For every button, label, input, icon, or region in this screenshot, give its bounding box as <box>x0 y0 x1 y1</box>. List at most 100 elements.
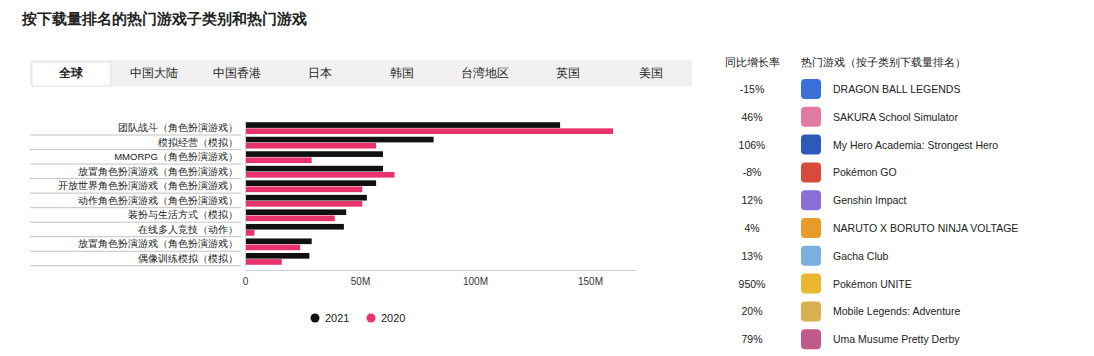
game-icon <box>801 329 821 349</box>
tab[interactable]: 台湾地区 <box>461 66 509 80</box>
x-tick: 50M <box>351 270 370 287</box>
x-tick: 0 <box>243 270 249 287</box>
bar <box>245 172 395 178</box>
bar <box>245 143 376 149</box>
growth-rate: 4% <box>744 222 759 234</box>
table-header: 同比增长率 <box>725 56 780 68</box>
x-axis: 0 50M 100M 150M <box>243 270 637 287</box>
game-name: DRAGON BALL LEGENDS <box>833 83 960 95</box>
y-tick-label: MMORPG（角色扮演游戏） <box>114 151 238 162</box>
tab-selected <box>32 62 111 86</box>
table-header: 热门游戏（按子类别下载量排名） <box>801 56 966 68</box>
legend: 20212020 <box>311 312 406 324</box>
y-tick-label: 偶像训练模拟（模拟） <box>138 253 238 264</box>
game-name: Uma Musume Pretty Derby <box>833 333 960 345</box>
game-icon <box>801 107 821 127</box>
page: 按下载量排名的热门游戏子类别和热门游戏全球 中国大陆 中国香港 日本 韩国 台湾地区 英国 美… <box>0 0 1094 356</box>
game-icon <box>801 79 821 99</box>
game-icon <box>801 246 821 266</box>
x-tick-label: 50M <box>351 276 370 287</box>
tab[interactable]: 美国 <box>639 66 663 80</box>
bars <box>245 122 613 265</box>
separator <box>30 207 241 208</box>
x-axis-line <box>246 270 637 271</box>
y-tick-label: 动作角色扮演游戏（角色扮演游戏） <box>78 195 238 206</box>
label-separators <box>30 135 241 266</box>
separator <box>30 135 241 136</box>
bar <box>245 186 362 192</box>
separator <box>30 222 241 223</box>
bar <box>245 238 312 244</box>
growth-rate: 20% <box>741 305 762 317</box>
bar <box>245 230 254 236</box>
y-tick-label: 团队战斗（角色扮演游戏） <box>118 122 238 133</box>
tab[interactable]: 韩国 <box>390 66 414 80</box>
bar <box>245 209 346 215</box>
y-tick-label: 开放世界角色扮演游戏（角色扮演游戏） <box>58 180 238 191</box>
x-tick-label: 100M <box>463 276 488 287</box>
bar <box>245 128 613 134</box>
chart-title: 按下载量排名的热门游戏子类别和热门游戏 <box>21 10 307 27</box>
y-axis-line <box>245 122 246 267</box>
game-icon <box>801 135 821 155</box>
bar <box>245 180 376 186</box>
game-icon <box>801 301 821 321</box>
separator <box>30 193 241 194</box>
legend-label: 2021 <box>325 312 349 324</box>
tab-bar <box>30 60 692 86</box>
y-tick: 开放世界角色扮演游戏（角色扮演游戏） <box>58 180 245 191</box>
separator <box>30 251 241 252</box>
legend-swatch <box>367 314 376 323</box>
y-tick: 模拟经营（模拟） <box>158 137 245 148</box>
tab[interactable]: 日本 <box>308 66 332 80</box>
game-name: Genshin Impact <box>833 194 907 206</box>
game-icon <box>801 162 821 182</box>
bar <box>245 216 335 222</box>
y-tick-label: 在线多人竞技（动作） <box>138 224 238 235</box>
tab[interactable]: 英国 <box>556 66 580 80</box>
tab[interactable]: 中国大陆 <box>130 66 178 80</box>
y-tick-label: 模拟经营（模拟） <box>158 137 238 148</box>
growth-rate: 950% <box>739 278 766 290</box>
game-name: Pokémon UNITE <box>833 278 912 290</box>
growth-rate: 12% <box>741 194 762 206</box>
game-name: My Hero Academia: Strongest Hero <box>833 139 998 151</box>
game-name: Mobile Legends: Adventure <box>833 305 960 317</box>
y-tick: 放置角色扮演游戏（角色扮演游戏） <box>78 238 245 249</box>
game-icon <box>801 190 821 210</box>
bar <box>245 166 383 172</box>
game-icon <box>801 218 821 238</box>
games-table: 同比增长率热门游戏（按子类别下载量排名）-15%DRAGON BALL LEGE… <box>725 56 1019 349</box>
game-name: NARUTO X BORUTO NINJA VOLTAGE <box>833 222 1018 234</box>
bar <box>245 122 560 128</box>
y-tick: 在线多人竞技（动作） <box>138 224 245 235</box>
legend-swatch <box>311 314 320 323</box>
y-tick: 团队战斗（角色扮演游戏） <box>118 122 245 133</box>
bar <box>245 259 282 265</box>
tab[interactable]: 中国香港 <box>213 66 261 80</box>
separator <box>30 236 241 237</box>
separator <box>30 164 241 165</box>
y-tick: MMORPG（角色扮演游戏） <box>114 151 245 162</box>
growth-rate: -8% <box>743 166 762 178</box>
y-tick-label: 放置角色扮演游戏（角色扮演游戏） <box>78 166 238 177</box>
bar <box>245 253 309 259</box>
game-icon <box>801 274 821 294</box>
x-tick: 100M <box>463 270 488 287</box>
growth-rate: 13% <box>741 250 762 262</box>
game-name: Pokémon GO <box>833 166 897 178</box>
tab[interactable]: 全球 <box>58 66 84 80</box>
separator <box>30 178 241 179</box>
game-name: SAKURA School Simulator <box>833 111 958 123</box>
growth-rate: 106% <box>739 139 766 151</box>
bar <box>245 157 312 163</box>
bar <box>245 151 383 157</box>
bar <box>245 201 362 207</box>
y-tick: 放置角色扮演游戏（角色扮演游戏） <box>78 166 245 177</box>
y-tick: 偶像训练模拟（模拟） <box>138 253 245 264</box>
bar <box>245 195 367 201</box>
x-tick: 150M <box>578 270 603 287</box>
growth-rate: 79% <box>741 333 762 345</box>
y-axis: 团队战斗（角色扮演游戏） 模拟经营（模拟） MMORPG（角色扮演游戏） 放置角色扮演… <box>58 122 246 267</box>
bar <box>245 245 300 251</box>
